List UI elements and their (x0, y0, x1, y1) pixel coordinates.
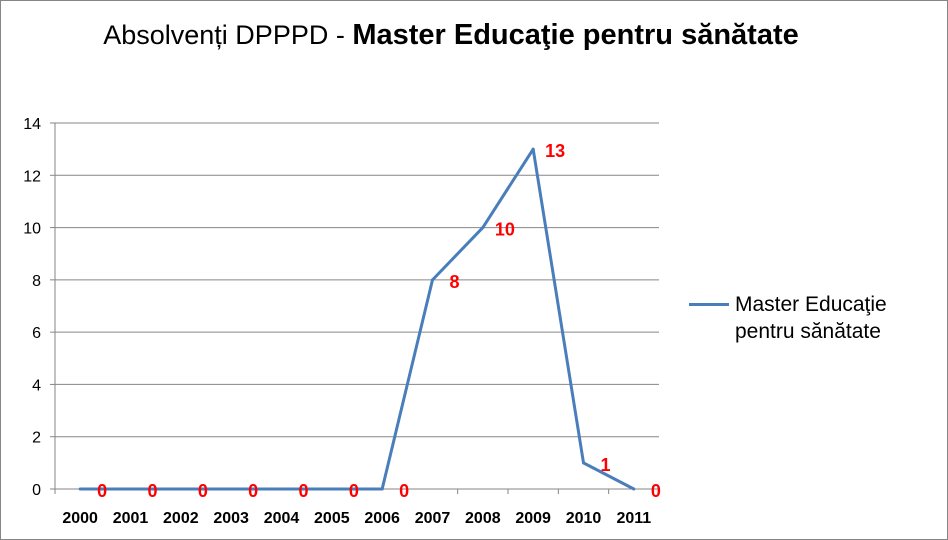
y-tick-label: 14 (23, 116, 41, 133)
data-point (380, 487, 384, 491)
x-tick-label: 2006 (364, 510, 400, 527)
data-point (129, 487, 132, 491)
data-point (330, 487, 334, 491)
y-tick-label: 12 (23, 168, 41, 185)
chart-title-part2: Master Educaţie pentru sănătate (352, 19, 799, 51)
y-tick-label: 0 (32, 482, 41, 499)
data-point (481, 226, 485, 230)
x-tick-label: 2011 (616, 510, 651, 527)
x-tick-label: 2000 (62, 510, 98, 527)
x-tick-label: 2001 (113, 510, 149, 527)
data-label: 8 (449, 272, 459, 292)
data-point (582, 461, 585, 465)
data-point (78, 487, 82, 491)
chart-title: Absolvenți DPPPD - Master Educaţie pentr… (61, 19, 841, 52)
data-label: 0 (298, 481, 308, 501)
legend-label: Master Educaţie pentru sănătate (735, 293, 887, 343)
series-line (80, 147, 635, 491)
x-tick-label: 2004 (264, 510, 300, 527)
chart-title-part1: Absolvenți DPPPD - (103, 20, 353, 50)
x-tick-label: 2003 (213, 510, 249, 527)
y-tick-label: 6 (32, 325, 41, 342)
data-label: 13 (545, 141, 565, 161)
data-label: 0 (147, 481, 157, 501)
data-label: 0 (651, 481, 661, 501)
x-tick-label: 2009 (515, 510, 551, 527)
x-tick-label: 2005 (314, 510, 350, 527)
data-point (431, 278, 434, 282)
data-label: 1 (600, 455, 610, 475)
x-tick-label: 2007 (415, 510, 451, 527)
data-point (531, 147, 535, 151)
legend-swatch (689, 303, 729, 306)
data-label: 0 (198, 481, 208, 501)
x-tick-label: 2008 (465, 510, 501, 527)
data-point (280, 487, 283, 491)
x-tick-label: 2002 (163, 510, 199, 527)
x-tick-label: 2010 (566, 510, 602, 527)
y-tick-label: 10 (23, 221, 41, 238)
y-tick-label: 4 (32, 377, 41, 394)
data-label: 0 (248, 481, 258, 501)
data-label: 0 (349, 481, 359, 501)
data-label: 10 (495, 220, 515, 240)
data-label: 0 (97, 481, 107, 501)
data-point (229, 487, 233, 491)
y-tick-label: 2 (32, 430, 41, 447)
data-label: 0 (399, 481, 409, 501)
y-tick-label: 8 (32, 273, 41, 290)
data-point (632, 487, 636, 491)
data-point (179, 487, 183, 491)
